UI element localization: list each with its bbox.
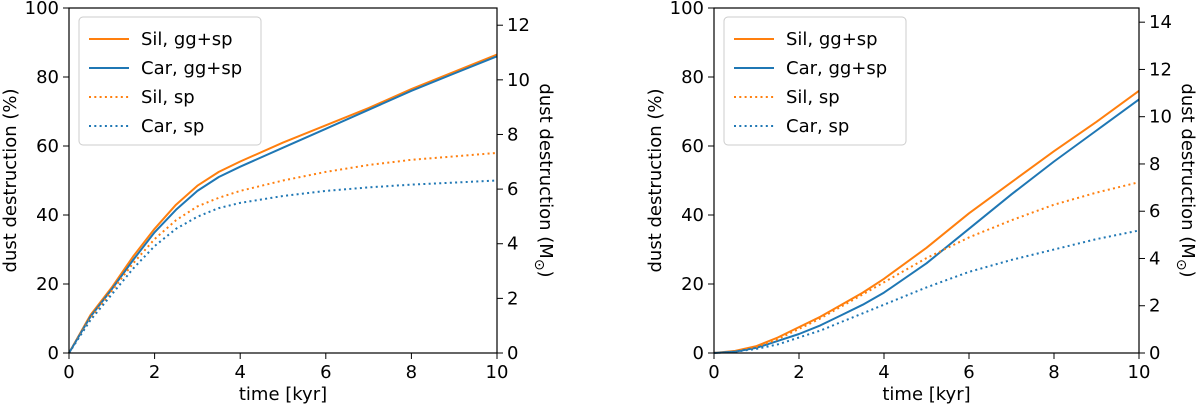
x-axis-label: time [kyr]: [882, 384, 970, 405]
y2-tick-label: 8: [507, 124, 518, 145]
legend-box: [723, 16, 907, 146]
y2-tick-label: 10: [1149, 107, 1172, 128]
y-tick-label: 60: [681, 136, 704, 157]
y2-tick-label: 2: [1149, 296, 1160, 317]
legend-label-3: Car, sp: [141, 116, 204, 137]
x-tick-label: 10: [1128, 362, 1151, 383]
y-axis-label: dust destruction (%): [0, 89, 21, 273]
legend-label-2: Sil, sp: [141, 87, 195, 108]
legend-label-1: Car, gg+sp: [141, 58, 242, 79]
y2-tick-label: 2: [507, 288, 518, 309]
y2-tick-label: 8: [1149, 154, 1160, 175]
y-tick-label: 40: [681, 205, 704, 226]
y2-tick-label: 6: [507, 179, 518, 200]
y-axis-label: dust destruction (%): [645, 89, 666, 273]
legend-label-3: Car, sp: [786, 116, 849, 137]
legend-label-1: Car, gg+sp: [786, 58, 887, 79]
x-axis-label: time [kyr]: [239, 384, 327, 405]
series-line-2: [713, 181, 1140, 354]
plot-frame: [713, 7, 1140, 354]
y2-axis-label: dust destruction (M⊙): [531, 83, 556, 277]
x-tick-label: 0: [708, 362, 719, 383]
y-tick-label: 20: [681, 274, 704, 295]
y-tick-label: 100: [25, 0, 59, 19]
x-tick-label: 8: [1048, 362, 1059, 383]
y2-tick-label: 12: [1149, 59, 1172, 80]
y2-tick-label: 4: [1149, 248, 1160, 269]
y-tick-label: 40: [36, 205, 59, 226]
series-line-3: [713, 229, 1140, 354]
y2-tick-label: 4: [507, 234, 518, 255]
y-tick-label: 0: [693, 343, 704, 364]
y2-tick-label: 12: [507, 15, 530, 36]
legend-box: [78, 16, 262, 146]
y2-tick-label: 10: [507, 70, 530, 91]
y-tick-label: 80: [681, 67, 704, 88]
x-tick-label: 2: [793, 362, 804, 383]
legend-label-2: Sil, sp: [786, 87, 840, 108]
x-tick-label: 0: [63, 362, 74, 383]
legend-label-0: Sil, gg+sp: [141, 29, 233, 50]
series-line-1: [713, 98, 1140, 354]
x-tick-label: 6: [963, 362, 974, 383]
x-tick-label: 4: [878, 362, 889, 383]
y2-tick-label: 6: [1149, 201, 1160, 222]
y-tick-label: 80: [36, 67, 59, 88]
y-tick-label: 60: [36, 136, 59, 157]
x-tick-label: 10: [486, 362, 509, 383]
y-tick-label: 100: [670, 0, 704, 19]
x-tick-label: 6: [320, 362, 331, 383]
series-line-1: [68, 55, 498, 354]
x-tick-label: 2: [149, 362, 160, 383]
legend-label-0: Sil, gg+sp: [786, 29, 878, 50]
x-tick-label: 8: [406, 362, 417, 383]
x-tick-label: 4: [234, 362, 245, 383]
series-line-3: [68, 179, 498, 354]
y-tick-label: 20: [36, 274, 59, 295]
y2-tick-label: 14: [1149, 12, 1172, 33]
series-line-2: [68, 151, 498, 354]
plot-frame: [68, 7, 498, 354]
y2-tick-label: 0: [1149, 343, 1160, 364]
y2-axis-label: dust destruction (M⊙): [1173, 83, 1198, 277]
y2-tick-label: 0: [507, 343, 518, 364]
series-line-0: [68, 53, 498, 354]
series-line-0: [713, 89, 1140, 354]
y-tick-label: 0: [48, 343, 59, 364]
